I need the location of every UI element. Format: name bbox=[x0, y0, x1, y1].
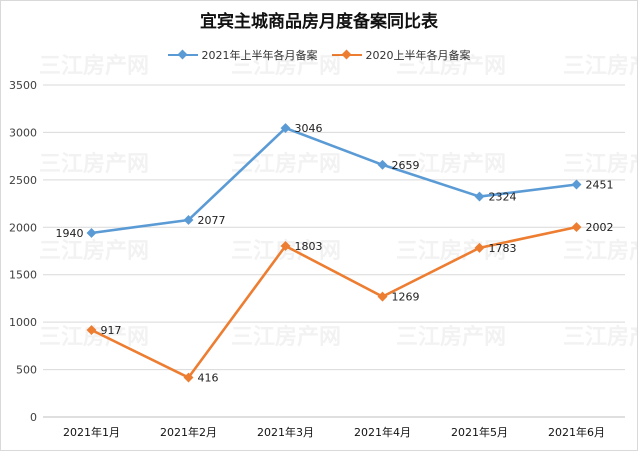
legend: 2021年上半年各月备案 2020上半年各月备案 bbox=[1, 47, 637, 63]
series-line bbox=[90, 225, 577, 379]
x-tick-label: 2021年4月 bbox=[354, 425, 411, 439]
data-label: 2002 bbox=[586, 221, 614, 234]
watermark-text: 三江房产网 bbox=[39, 53, 149, 79]
data-point bbox=[86, 228, 97, 238]
legend-swatch-2020 bbox=[331, 49, 362, 60]
x-tick-label: 2021年1月 bbox=[63, 425, 120, 439]
watermark-text: 三江房产网 bbox=[563, 53, 637, 79]
y-tick-label: 3000 bbox=[9, 126, 37, 139]
watermark-text: 三江房产网 bbox=[563, 151, 637, 177]
y-tick-label: 500 bbox=[16, 364, 37, 377]
series-line bbox=[91, 126, 577, 235]
watermark-text: 三江房产网 bbox=[39, 151, 149, 177]
y-tick-label: 1500 bbox=[9, 269, 37, 282]
watermark-text: 三江房产网 bbox=[396, 151, 506, 177]
y-tick-label: 2500 bbox=[9, 174, 37, 187]
legend-label-2021: 2021年上半年各月备案 bbox=[201, 49, 318, 62]
data-point bbox=[571, 179, 582, 190]
y-tick-label: 2000 bbox=[9, 221, 37, 234]
data-label: 416 bbox=[198, 372, 219, 385]
data-point bbox=[377, 291, 388, 302]
data-label: 3046 bbox=[295, 122, 323, 135]
x-tick-label: 2021年2月 bbox=[160, 425, 217, 439]
y-tick-label: 1000 bbox=[9, 316, 37, 329]
watermark-text: 三江房产网 bbox=[563, 324, 637, 350]
y-tick-label: 0 bbox=[30, 411, 37, 424]
watermark-text: 三江房产网 bbox=[231, 53, 341, 79]
data-point bbox=[280, 241, 291, 251]
data-label: 1269 bbox=[392, 291, 420, 304]
data-point bbox=[474, 191, 485, 202]
y-tick-label: 3500 bbox=[9, 79, 37, 92]
x-tick-label: 2021年6月 bbox=[548, 425, 605, 439]
data-label: 2659 bbox=[392, 159, 420, 172]
data-point bbox=[183, 372, 194, 383]
data-point bbox=[183, 215, 194, 225]
data-point bbox=[377, 159, 388, 170]
data-label: 1940 bbox=[56, 227, 84, 240]
watermark-text: 三江房产网 bbox=[39, 238, 149, 264]
data-label: 917 bbox=[101, 324, 122, 337]
x-tick-label: 2021年5月 bbox=[451, 425, 508, 439]
data-label: 1783 bbox=[489, 242, 517, 255]
data-label: 2451 bbox=[586, 179, 614, 192]
data-point bbox=[571, 222, 582, 233]
watermark-text: 三江房产网 bbox=[231, 324, 341, 350]
x-tick-label: 2021年3月 bbox=[257, 425, 314, 439]
data-point bbox=[474, 242, 485, 253]
watermark-text: 三江房产网 bbox=[563, 238, 637, 264]
watermark-text: 三江房产网 bbox=[396, 238, 506, 264]
chart-title: 宜宾主城商品房月度备案同比表 bbox=[200, 12, 438, 32]
watermark-text: 三江房产网 bbox=[396, 324, 506, 350]
legend-label-2020: 2020上半年各月备案 bbox=[365, 49, 471, 62]
data-label: 2324 bbox=[489, 191, 517, 204]
legend-swatch-2021 bbox=[167, 49, 198, 60]
data-label: 1803 bbox=[295, 240, 323, 253]
data-label: 2077 bbox=[198, 214, 226, 227]
legend-item-2021: 2021年上半年各月备案 bbox=[167, 47, 318, 63]
legend-item-2020: 2020上半年各月备案 bbox=[331, 47, 471, 63]
watermark-text: 三江房产网 bbox=[396, 53, 506, 79]
